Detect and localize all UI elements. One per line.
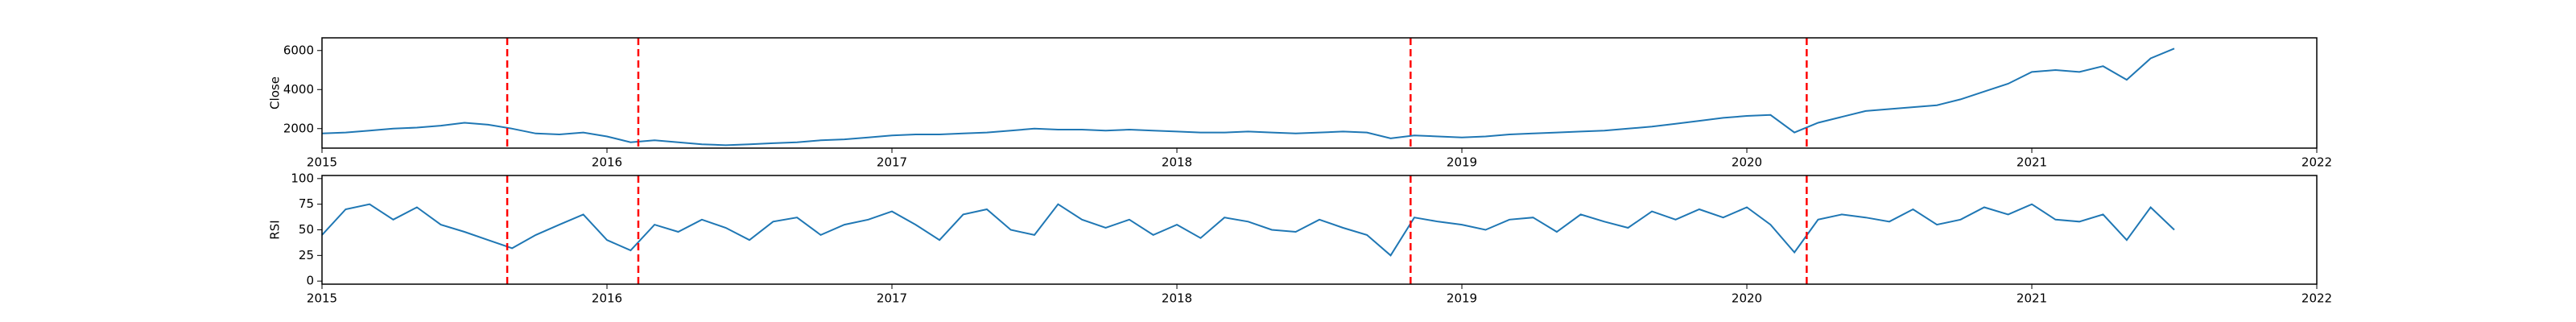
x-tick-label: 2016 [592,291,622,306]
x-tick-label: 2019 [1447,291,1477,306]
x-tick-label: 2016 [592,155,622,170]
y-tick-label: 2000 [283,121,314,135]
x-tick-label: 2021 [2017,155,2047,170]
y-axis-label: Close [268,76,283,109]
x-tick-label: 2017 [877,291,907,306]
y-tick-label: 0 [306,274,314,288]
y-tick-label: 75 [299,196,314,211]
x-tick-label: 2018 [1162,155,1192,170]
x-tick-label: 2019 [1447,155,1477,170]
data-line [321,203,2175,257]
x-tick-label: 2015 [307,291,337,306]
x-tick-label: 2022 [2301,155,2332,170]
axes-frame [321,175,2318,285]
x-tick-label: 2018 [1162,291,1192,306]
x-tick-label: 2020 [1732,291,1762,306]
y-tick-label: 4000 [283,82,314,97]
x-tick-label: 2017 [877,155,907,170]
y-tick-label: 25 [299,248,314,262]
x-tick-label: 2022 [2301,291,2332,306]
x-tick-label: 2015 [307,155,337,170]
axes-frame [321,37,2318,149]
x-tick-label: 2021 [2017,291,2047,306]
data-line [321,47,2175,147]
y-tick-label: 100 [291,171,314,185]
y-axis-label: RSI [268,220,283,239]
y-tick-label: 50 [299,222,314,237]
x-tick-label: 2020 [1732,155,1762,170]
y-tick-label: 6000 [283,43,314,57]
